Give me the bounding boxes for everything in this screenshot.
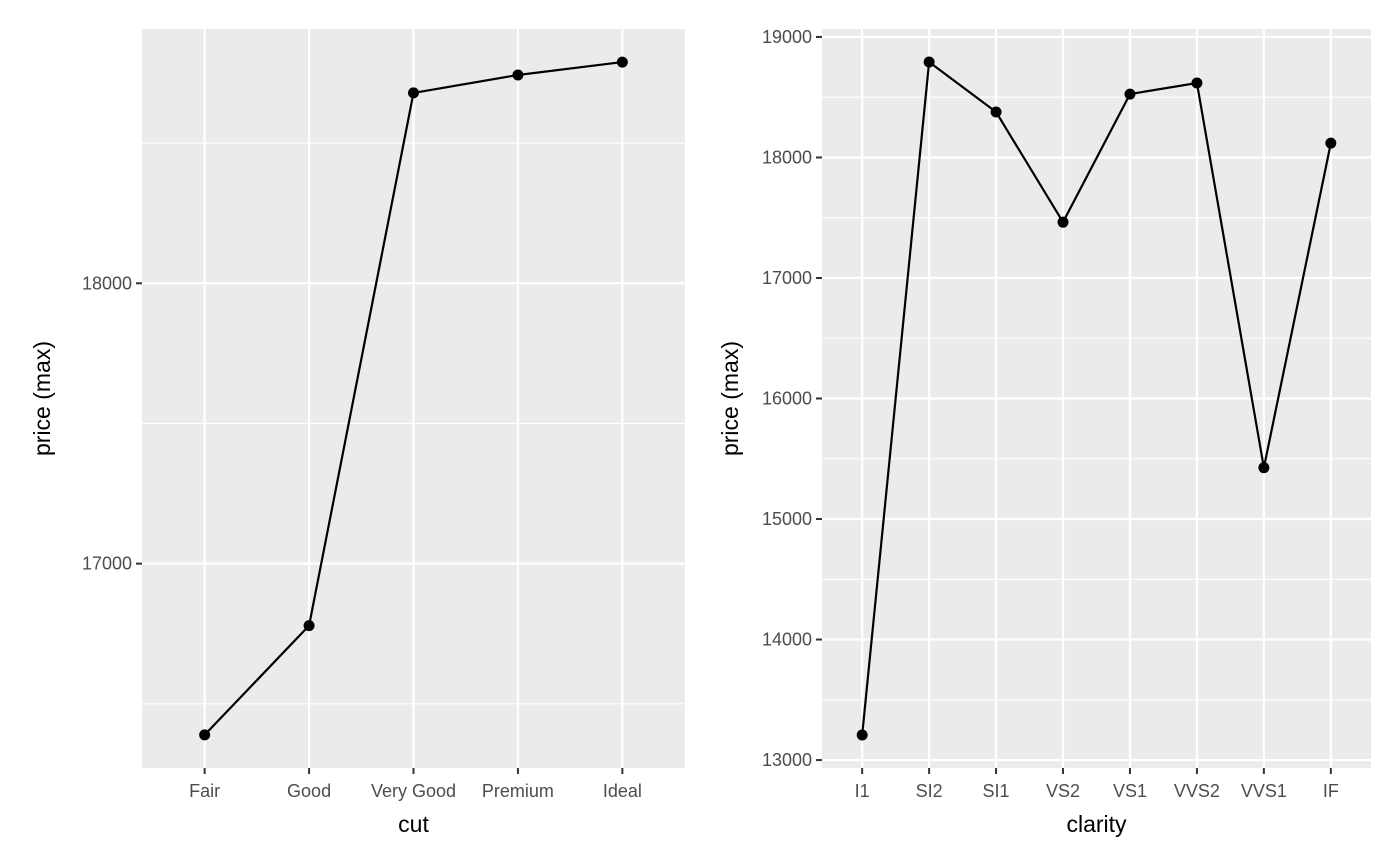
data-point-vvs2 — [1191, 77, 1203, 89]
x-tick-label: Ideal — [603, 781, 642, 801]
x-tick-label: IF — [1323, 781, 1339, 801]
x-tick-label: Fair — [189, 781, 220, 801]
data-point-very-good — [408, 87, 419, 99]
y-tick-label: 17000 — [762, 268, 812, 288]
data-point-si1 — [990, 106, 1002, 118]
panel-1: 17000 18000 Fair Good Very Good Premium Ideal c… — [29, 29, 685, 837]
x-tick-label: I1 — [855, 781, 870, 801]
x-tick-label: SI1 — [983, 781, 1010, 801]
data-point-i1 — [856, 729, 868, 741]
series-line — [861, 59, 1332, 736]
panel-2: 13000 14000 15000 16000 17000 18000 19000 I1 SI2… — [717, 27, 1371, 837]
y-tick-label: 17000 — [82, 554, 132, 574]
y-tick-label: 18000 — [82, 273, 132, 293]
y-tick-label: 14000 — [762, 630, 812, 650]
y-tick-label: 16000 — [762, 389, 812, 409]
data-point-good — [303, 620, 315, 632]
data-point-ideal — [616, 56, 628, 68]
y-tick-label: 18000 — [762, 147, 812, 167]
data-point-si2 — [923, 56, 935, 68]
y-tick-label: 15000 — [762, 509, 812, 529]
data-point-vvs1 — [1258, 462, 1270, 474]
data-point-if — [1325, 137, 1337, 149]
y-axis-title: price (max) — [29, 341, 55, 456]
data-point-vs2 — [1057, 216, 1069, 228]
x-tick-label: SI2 — [916, 781, 943, 801]
x-tick-label: VVS1 — [1241, 781, 1287, 801]
x-axis-title: clarity — [1066, 811, 1127, 837]
y-tick-label: 19000 — [762, 27, 812, 47]
x-tick-label: Very Good — [371, 781, 456, 801]
x-tick-label: VS1 — [1113, 781, 1147, 801]
y-tick-label: 13000 — [762, 750, 812, 770]
x-axis-title: cut — [398, 811, 429, 837]
x-tick-label: VS2 — [1046, 781, 1080, 801]
data-point-premium — [512, 69, 524, 81]
x-tick-label: Good — [287, 781, 331, 801]
x-tick-label: Premium — [482, 781, 554, 801]
y-axis-title: price (max) — [717, 341, 743, 456]
x-tick-label: VVS2 — [1174, 781, 1220, 801]
data-point-vs1 — [1124, 88, 1136, 100]
data-point-fair — [199, 729, 211, 741]
